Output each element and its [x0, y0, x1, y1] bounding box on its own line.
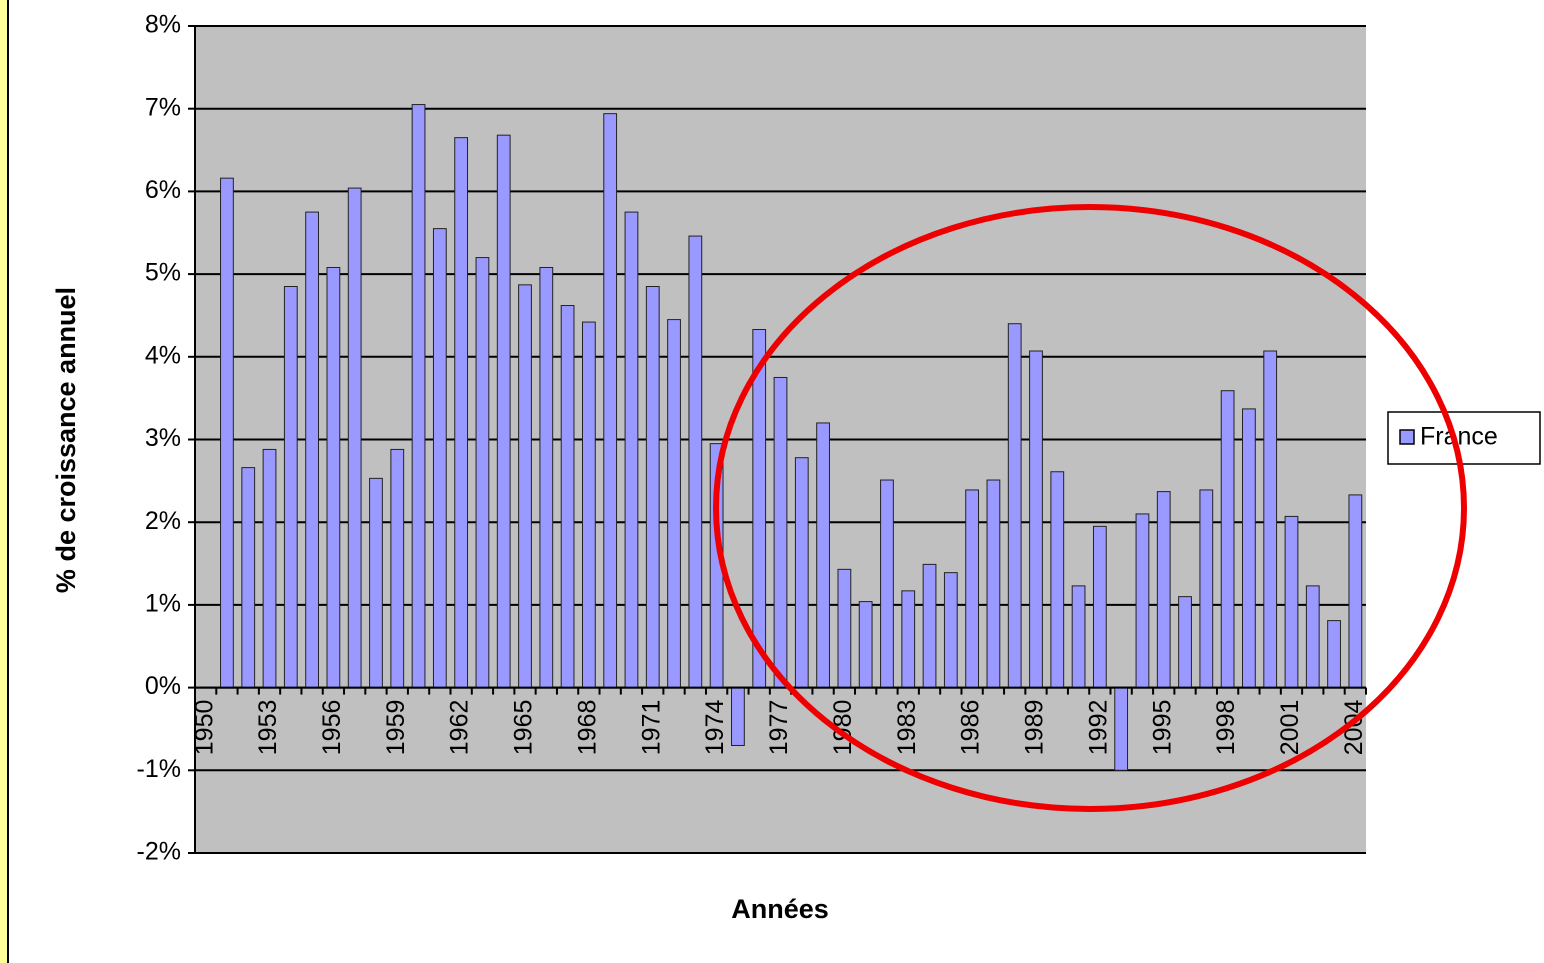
- y-tick-label: 7%: [145, 93, 181, 121]
- x-tick-label: 1977: [765, 700, 793, 756]
- bar: [986, 479, 1001, 689]
- x-tick-label: 1953: [254, 700, 282, 756]
- bar: [922, 563, 937, 689]
- bar: [411, 104, 426, 689]
- bar: [1135, 513, 1150, 689]
- x-tick-label: 1986: [957, 700, 985, 756]
- y-tick-label: 2%: [145, 507, 181, 535]
- x-tick-label: 1971: [637, 700, 665, 756]
- y-tick-label: 4%: [145, 341, 181, 369]
- marks: -2% -1% 0% 1% 2% 3% 4% 5% 6% 7% 8% 1950 1953 1956 1959…: [137, 11, 1368, 866]
- x-tick-label: 1968: [573, 700, 601, 756]
- left-border: [0, 0, 7, 963]
- x-tick-label: 2001: [1276, 700, 1304, 756]
- bar: [432, 228, 447, 689]
- bar: [1284, 515, 1299, 689]
- x-tick-label: 1965: [510, 700, 538, 756]
- x-tick-label: 1989: [1021, 700, 1049, 756]
- bar: [539, 266, 554, 689]
- bar: [773, 376, 788, 689]
- y-tick-label: 0%: [145, 672, 181, 700]
- bar: [943, 572, 958, 689]
- x-tick-label: 1998: [1212, 700, 1240, 756]
- y-tick-label: -2%: [137, 838, 181, 866]
- y-tick-label: 6%: [145, 176, 181, 204]
- bar: [1092, 525, 1107, 689]
- highlight-ellipse: [713, 204, 1467, 812]
- x-axis-title: Années: [731, 894, 829, 924]
- bar: [1029, 350, 1043, 689]
- bar: [1156, 491, 1171, 689]
- y-tick-label: 3%: [145, 424, 181, 452]
- bar: [752, 329, 767, 689]
- bar: [262, 448, 277, 689]
- y-tick-label: 8%: [145, 11, 181, 39]
- bar: [1007, 323, 1022, 689]
- bar: [518, 284, 532, 689]
- bar: [667, 319, 681, 689]
- bar: [816, 422, 830, 689]
- bar: [1348, 494, 1363, 689]
- bar: [837, 568, 852, 689]
- bar: [965, 489, 980, 689]
- bar: [603, 113, 618, 689]
- bar: [560, 305, 575, 689]
- legend-swatch: [1399, 429, 1415, 445]
- bar: [241, 467, 256, 689]
- bar: [794, 457, 809, 689]
- bar: [283, 286, 298, 689]
- bar: [1114, 687, 1129, 771]
- bar: [858, 601, 873, 689]
- bar: [731, 687, 745, 746]
- bar: [369, 477, 383, 689]
- x-tick-label: 1992: [1084, 700, 1112, 756]
- bar: [1199, 489, 1214, 689]
- y-tick-label: 5%: [145, 259, 181, 287]
- bar: [581, 321, 596, 689]
- bar: [1327, 620, 1341, 689]
- bar: [1305, 585, 1320, 689]
- bar: [475, 257, 490, 689]
- bar: [1178, 596, 1192, 689]
- bar: [645, 286, 660, 689]
- bar: [326, 266, 341, 689]
- bar: [454, 137, 469, 689]
- bar: [624, 211, 639, 689]
- bar: [496, 134, 511, 689]
- x-tick-label: 1974: [701, 700, 729, 756]
- bar: [1220, 390, 1235, 689]
- x-tick-label: 1983: [893, 700, 921, 756]
- bar: [1242, 408, 1256, 689]
- bar: [1071, 585, 1086, 689]
- y-axis-title: % de croissance annuel: [51, 287, 81, 593]
- bar: [901, 590, 916, 689]
- bar: [305, 211, 319, 689]
- y-tick-label: 1%: [145, 590, 181, 618]
- x-tick-label: 1959: [382, 700, 410, 756]
- x-tick-label: 1956: [318, 700, 346, 756]
- x-tick-label: 1995: [1148, 700, 1176, 756]
- bar: [220, 177, 234, 689]
- bar: [390, 448, 405, 689]
- bar: [1050, 471, 1065, 689]
- x-tick-label: 1962: [446, 700, 474, 756]
- x-tick-label: 1950: [190, 700, 218, 756]
- y-tick-label: -1%: [137, 755, 181, 783]
- bar: [688, 235, 703, 689]
- bar: [347, 187, 362, 689]
- bar: [880, 479, 894, 689]
- bar: [1263, 350, 1278, 689]
